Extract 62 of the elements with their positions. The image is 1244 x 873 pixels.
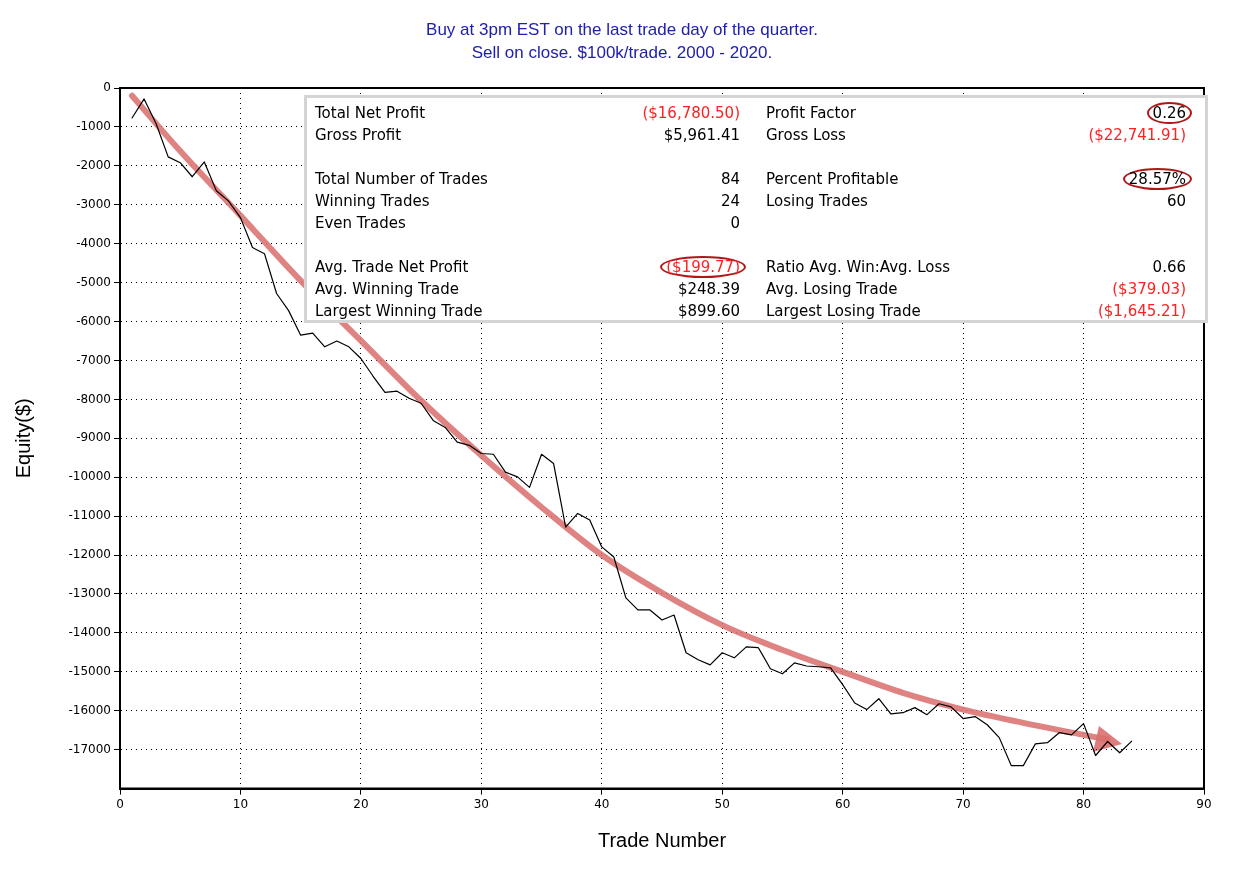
ellipse-outline: ($199.77) xyxy=(660,256,746,278)
annotation: Avg. Winning Trade xyxy=(315,280,461,300)
annotation: Largest Losing Trade xyxy=(766,302,922,322)
annotation: $5,961.41 xyxy=(663,126,740,144)
x-tick-label: 20 xyxy=(353,796,369,811)
x-axis-title: Trade Number xyxy=(597,828,727,851)
annotation: 24 xyxy=(720,192,740,210)
annotation: Percent Profitable xyxy=(766,170,900,190)
chart-subtitle: Sell on close. $100k/trade. 2000 - 2020. xyxy=(470,42,774,64)
annotation: Profit Factor xyxy=(766,104,857,124)
y-tick-label: -2000 xyxy=(76,157,111,172)
annotation: ($22,741.91) xyxy=(1088,126,1186,144)
y-tick-label: -12000 xyxy=(68,547,111,562)
y-tick-label: -11000 xyxy=(68,508,111,523)
annotation: 0.66 xyxy=(1152,258,1186,276)
y-tick-label: 0 xyxy=(103,80,111,95)
annotation: ($16,780.50) xyxy=(642,104,740,122)
y-tick-label: -1000 xyxy=(76,119,111,134)
annotation: 84 xyxy=(720,170,740,188)
ellipse-outline: 28.57% xyxy=(1122,168,1192,190)
y-axis-title: Equity($) xyxy=(11,398,34,479)
y-tick-label: -10000 xyxy=(68,469,111,484)
annotation: ($379.03) xyxy=(1112,280,1186,298)
x-tick-label: 60 xyxy=(835,796,851,811)
y-tick-label: -4000 xyxy=(76,235,111,250)
x-tick-label: 30 xyxy=(473,796,489,811)
annotation: ($1,645.21) xyxy=(1097,302,1186,320)
y-tick-label: -8000 xyxy=(76,391,111,406)
annotation: Even Trades xyxy=(315,214,407,234)
y-tick-label: -16000 xyxy=(68,702,111,717)
y-tick-label: -7000 xyxy=(76,352,111,367)
annotation: $899.60 xyxy=(677,302,740,320)
annotation: Ratio Avg. Win:Avg. Loss xyxy=(766,258,952,278)
x-tick-label: 40 xyxy=(594,796,610,811)
chart-title: Buy at 3pm EST on the last trade day of the quarter. xyxy=(425,19,819,41)
annotation: Largest Winning Trade xyxy=(315,302,484,322)
annotation: Avg. Trade Net Profit xyxy=(315,258,470,278)
y-tick-label: -13000 xyxy=(68,586,111,601)
annotation: Gross Profit xyxy=(315,126,403,146)
x-tick-label: 80 xyxy=(1075,796,1092,811)
y-tick-label: -9000 xyxy=(76,430,111,445)
annotation: Total Number of Trades xyxy=(315,170,489,190)
x-tick-label: 0 xyxy=(116,796,124,811)
ellipse-outline: 0.26 xyxy=(1146,102,1192,124)
x-tick-label: 50 xyxy=(714,796,730,811)
annotation: Losing Trades xyxy=(766,192,869,212)
annotation: Gross Loss xyxy=(766,126,847,146)
y-tick-label: -5000 xyxy=(76,274,111,289)
annotation: 0 xyxy=(730,214,740,232)
x-tick-label: 70 xyxy=(955,796,971,811)
x-tick-label: 10 xyxy=(232,796,249,811)
annotation: 60 xyxy=(1166,192,1186,210)
y-tick-label: -14000 xyxy=(68,625,111,640)
annotation: $248.39 xyxy=(677,280,740,298)
annotation: Total Net Profit xyxy=(315,104,427,124)
annotation: Avg. Losing Trade xyxy=(766,280,899,300)
y-tick-label: -3000 xyxy=(76,196,111,211)
y-tick-label: -6000 xyxy=(76,313,111,328)
y-tick-label: -15000 xyxy=(68,663,111,678)
y-tick-label: -17000 xyxy=(68,741,111,756)
annotation: Winning Trades xyxy=(315,192,431,212)
x-tick-label: 90 xyxy=(1196,796,1212,811)
